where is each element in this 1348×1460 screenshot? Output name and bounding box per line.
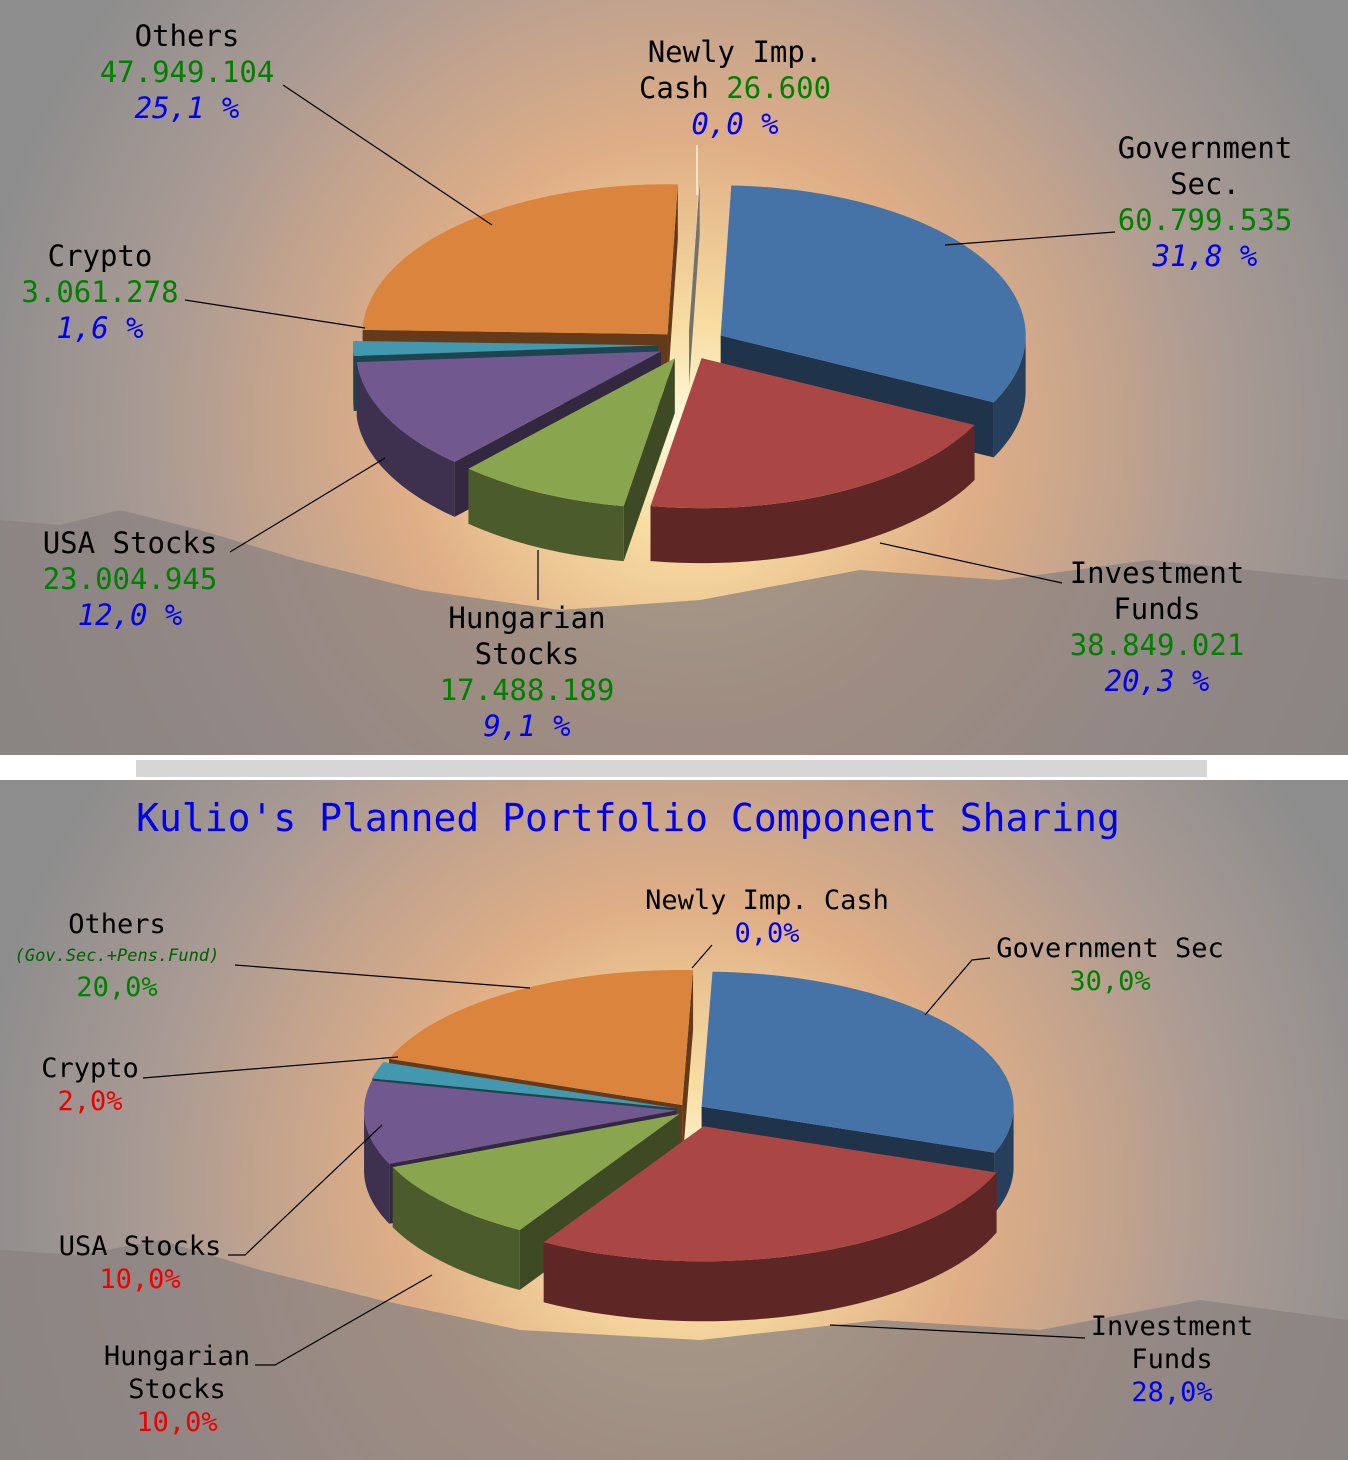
percent-label: 1,6 % [56,311,144,345]
slice-top [372,1062,677,1109]
slice-label: Hungarian Stocks 10,0% [77,1340,277,1439]
slice-side [468,468,624,562]
slice-top [392,1113,680,1230]
percent-label: 9,1 % [483,709,571,743]
category-name: Newly Imp. Cash [645,885,889,916]
percent-label: 31,8 % [1152,239,1258,273]
value-label: 10,0% [99,1264,181,1295]
category-name: Others [68,909,166,940]
slice-label: Crypto 2,0% [0,1052,190,1118]
slice-label: Investment Funds 38.849.021 20,3 % [1037,555,1277,699]
leader-line [944,231,1116,246]
slice-side [356,362,455,517]
category-name: Government Sec [996,933,1224,964]
leader-line [228,1124,383,1256]
slice-top [650,358,975,509]
slice-top [356,351,661,462]
grass-silhouette [0,510,1348,755]
leader-line [282,84,493,226]
slice-wall [689,180,700,386]
slice-label: Newly Imp. Cash 0,0% [607,884,927,950]
slice-top [364,1080,677,1164]
value-label: 20,0% [76,972,158,1003]
category-name: USA Stocks [42,526,218,560]
slice-top [362,184,678,335]
value-label: 28,0% [1131,1377,1213,1408]
value-label: 0,0% [734,918,800,949]
value-label: 23.004.945 [42,562,218,596]
value-label: 10,0% [136,1407,218,1438]
sublabel: (Gov.Sec.+Pens.Fund) [14,946,220,966]
leader-line [255,1274,433,1366]
slice-side [392,1167,520,1290]
slice-wall [623,358,675,562]
percent-label: 12,0 % [77,598,183,632]
category-name: Newly Imp. Cash [638,35,823,105]
percent-label: 0,0 % [691,107,779,141]
slice-label: USA Stocks 23.004.945 12,0 % [10,525,250,633]
slice-side [650,425,975,564]
slice-wall [667,184,678,390]
chart-title: Kulio's Planned Portfolio Component Shar… [136,796,1120,840]
scrollbar [136,760,1207,777]
category-name: Others [134,19,240,53]
value-label: 38.849.021 [1069,628,1245,662]
leader-line [879,542,1063,584]
slice-label: Others 47.949.104 25,1 % [67,18,307,126]
slice-label: Newly Imp. Cash 26.600 0,0 % [625,34,845,142]
slice-side [353,345,354,412]
category-name: USA Stocks [58,1231,222,1262]
slice-label: USA Stocks 10,0% [20,1230,260,1296]
grass-silhouette [0,1240,1348,1460]
leader-line [691,944,713,969]
percent-label: 20,3 % [1104,664,1210,698]
leader-line [829,1324,1086,1339]
leader-line [184,299,366,329]
slice-top [353,340,659,357]
pie-slice [650,358,975,564]
slice-side [993,335,1026,458]
slice-top [701,971,1014,1153]
slice-label: Crypto 3.061.278 1,6 % [0,238,220,346]
pie-slice [543,1126,997,1322]
slice-side [543,1172,997,1322]
slice-label: Government Sec. 60.799.535 31,8 % [1085,130,1325,274]
slice-side [994,1106,1014,1213]
category-name: Investment Funds [1090,1311,1254,1375]
slice-wall [682,970,694,1165]
value-label: 47.949.104 [99,55,275,89]
slice-label: Investment Funds 28,0% [1072,1310,1272,1409]
pie-slice [468,358,675,562]
leader-line [229,457,386,553]
slice-top [689,180,700,331]
value-label: 30,0% [1069,966,1151,997]
leader-line [924,957,991,1016]
percent-label: 25,1 % [134,91,240,125]
slice-label: Others (Gov.Sec.+Pens.Fund) 20,0% [0,908,237,1004]
slice-top [468,358,675,507]
category-name: Crypto [41,1053,139,1084]
leader-line [142,1056,399,1079]
category-name: Hungarian Stocks [448,601,606,671]
slice-label: Hungarian Stocks 17.488.189 9,1 % [407,600,647,744]
pie-slice [689,180,700,386]
category-name: Investment Funds [1069,556,1245,626]
leader-line [234,964,531,989]
category-name: Hungarian Stocks [103,1341,251,1405]
slice-top [720,185,1026,403]
category-name: Government Sec. [1117,131,1293,201]
value-label: 2,0% [57,1086,123,1117]
slice-side [364,1110,390,1224]
slice-label: Government Sec 30,0% [975,932,1245,998]
value-label: 26.600 [726,71,832,105]
value-label: 3.061.278 [21,275,179,309]
slice-top [388,969,694,1105]
value-label: 60.799.535 [1117,203,1293,237]
slice-top [543,1126,997,1262]
category-name: Crypto [47,239,153,273]
value-label: 17.488.189 [439,673,615,707]
